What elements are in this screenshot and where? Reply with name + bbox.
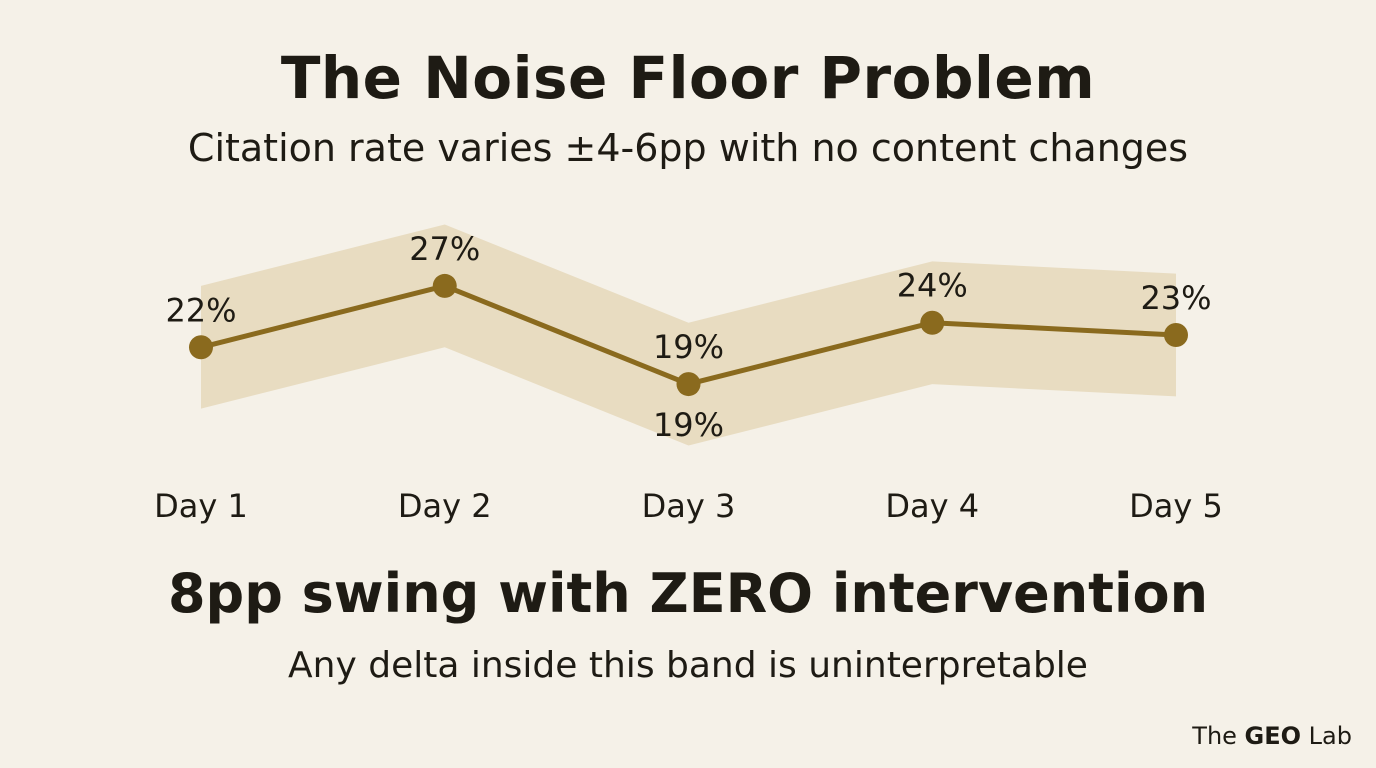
data-label: 23% [1140,279,1211,317]
headline: 8pp swing with ZERO intervention [167,562,1209,625]
data-label-below: 19% [653,406,724,444]
data-label: 19% [653,328,724,366]
data-label: 27% [409,230,480,268]
x-tick-label: Day 5 [1129,487,1223,525]
brand-bold: GEO [1244,722,1302,750]
x-tick-label: Day 4 [885,487,979,525]
x-tick-label: Day 3 [642,487,736,525]
data-point [920,310,945,335]
data-point [1164,323,1188,347]
chart-subtitle: Citation rate varies ±4-6pp with no cont… [187,126,1189,170]
x-tick-label: Day 2 [398,487,492,525]
chart-title: The Noise Floor Problem [280,44,1096,112]
brand-prefix: The [1192,722,1245,750]
data-label: 24% [897,267,968,305]
brand-suffix: Lab [1301,722,1352,750]
data-point [676,372,701,397]
data-point [189,335,213,360]
x-tick-label: Day 1 [154,487,248,525]
headline-caption: Any delta inside this band is uninterpre… [288,645,1088,686]
brand-logo: The GEO Lab [1192,722,1352,751]
data-point [432,273,457,298]
data-label: 22% [165,291,236,329]
